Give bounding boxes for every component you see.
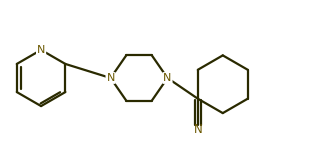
Text: N: N	[163, 73, 172, 83]
Text: N: N	[106, 73, 115, 83]
Text: N: N	[37, 45, 45, 55]
Text: N: N	[193, 123, 202, 136]
